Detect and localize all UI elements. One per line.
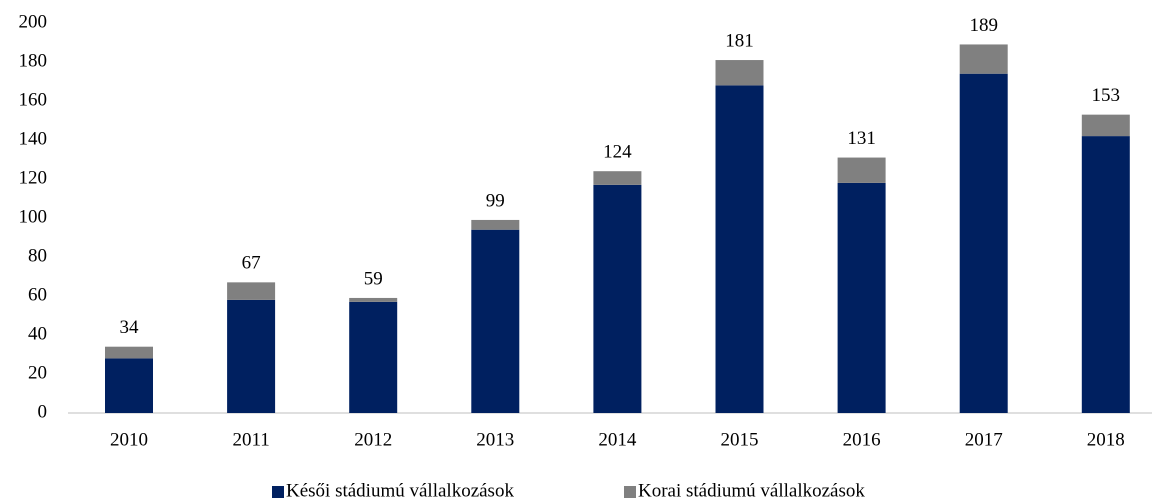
total-label: 124	[603, 142, 632, 163]
y-tick-label: 180	[19, 50, 48, 71]
bar-segment	[837, 182, 886, 413]
bar-segment	[349, 297, 398, 302]
total-label: 189	[969, 15, 998, 36]
y-tick-label: 100	[19, 206, 48, 227]
y-tick-label: 120	[19, 167, 48, 188]
x-tick-label: 2013	[476, 429, 514, 450]
bar-segment	[593, 171, 642, 185]
bar-segment	[959, 73, 1008, 413]
x-tick-label: 2011	[232, 429, 269, 450]
bar-segment	[1081, 114, 1130, 137]
y-tick-label: 200	[19, 11, 48, 32]
bar-segment	[227, 299, 276, 413]
x-tick-label: 2012	[354, 429, 392, 450]
y-tick-label: 20	[28, 362, 47, 383]
y-tick-label: 80	[28, 245, 47, 266]
total-label: 181	[725, 30, 754, 51]
bar-segment	[105, 358, 153, 413]
y-tick-label: 0	[38, 401, 48, 422]
bar-segment	[471, 229, 520, 413]
total-label: 59	[364, 268, 383, 289]
legend-label: Korai stádiumú vállalkozások	[638, 480, 865, 501]
x-tick-label: 2015	[721, 429, 759, 450]
bar-segment	[715, 85, 764, 414]
x-tick-label: 2018	[1087, 429, 1125, 450]
y-tick-label: 160	[19, 89, 48, 110]
total-label: 131	[847, 128, 876, 149]
bar-segment	[471, 219, 520, 230]
total-label: 34	[120, 317, 140, 338]
x-tick-label: 2016	[843, 429, 881, 450]
bar-segment	[959, 44, 1008, 74]
bar-segment	[837, 157, 886, 183]
bar-segment	[349, 301, 398, 413]
x-tick-label: 2014	[598, 429, 637, 450]
x-tick-label: 2017	[965, 429, 1003, 450]
total-label: 99	[486, 190, 505, 211]
y-tick-label: 140	[19, 128, 48, 149]
legend-swatch	[624, 486, 636, 498]
legend-swatch	[272, 486, 284, 498]
x-tick-label: 2010	[110, 429, 148, 450]
bar-segment	[715, 60, 764, 86]
bar-segment	[593, 184, 642, 413]
bar-segment	[105, 346, 153, 359]
bar-segment	[1081, 136, 1130, 413]
legend-label: Késői stádiumú vállalkozások	[286, 480, 514, 501]
y-tick-label: 40	[28, 323, 47, 344]
total-label: 67	[242, 253, 261, 274]
y-tick-label: 60	[28, 284, 47, 305]
bar-segment	[227, 282, 276, 300]
total-label: 153	[1092, 85, 1121, 106]
